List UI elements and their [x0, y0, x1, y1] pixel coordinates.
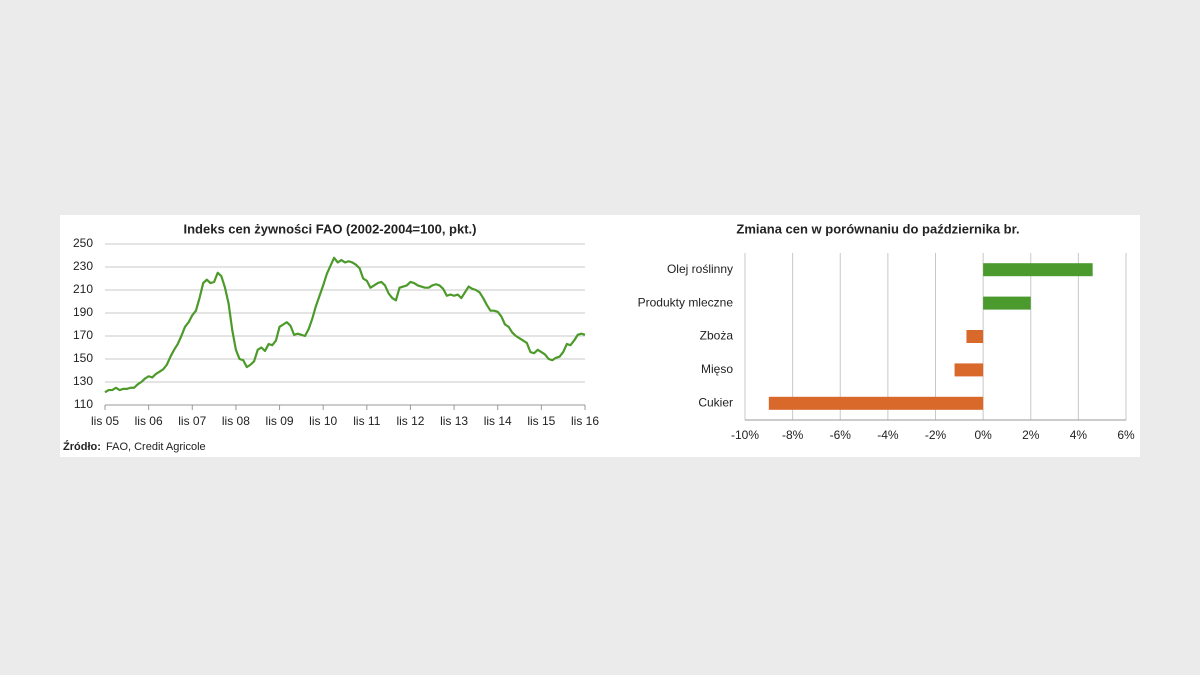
x-tick-label: -2% — [925, 428, 947, 442]
y-tick-label: Olej roślinny — [667, 262, 733, 276]
y-tick-label: 210 — [73, 282, 93, 296]
source-label: Źródło: — [63, 440, 101, 453]
y-tick-label: 250 — [73, 236, 93, 250]
x-tick-label: lis 13 — [440, 414, 468, 428]
bar — [983, 296, 1031, 310]
bar — [966, 330, 984, 343]
x-tick-label: 2% — [1022, 428, 1040, 442]
x-tick-label: lis 15 — [527, 414, 555, 428]
y-tick-label: 130 — [73, 374, 93, 388]
bar — [983, 263, 1093, 277]
y-tick-label: Zboża — [700, 329, 734, 343]
x-tick-label: 4% — [1070, 428, 1088, 442]
x-tick-label: lis 14 — [484, 414, 512, 428]
x-tick-label: lis 12 — [396, 414, 424, 428]
x-tick-label: -4% — [877, 428, 899, 442]
y-tick-label: 230 — [73, 259, 93, 273]
x-tick-label: -6% — [830, 428, 852, 442]
x-tick-label: lis 10 — [309, 414, 337, 428]
x-tick-label: lis 09 — [266, 414, 294, 428]
x-tick-label: 6% — [1117, 428, 1135, 442]
source: FAO, Credit Agricole — [106, 441, 206, 453]
chart-title: Zmiana cen w porównaniu do października … — [736, 221, 1019, 236]
y-tick-label: 150 — [73, 351, 93, 365]
y-tick-label: Produkty mleczne — [638, 295, 734, 309]
x-tick-label: lis 08 — [222, 414, 250, 428]
x-tick-label: lis 16 — [571, 414, 599, 428]
bar — [768, 396, 984, 410]
y-tick-label: 170 — [73, 328, 93, 342]
x-tick-label: lis 05 — [91, 414, 119, 428]
y-tick-label: 190 — [73, 305, 93, 319]
x-tick-label: -10% — [731, 428, 759, 442]
x-tick-label: lis 06 — [135, 414, 163, 428]
x-tick-label: lis 11 — [353, 414, 380, 428]
x-tick-label: lis 07 — [178, 414, 206, 428]
y-tick-label: 110 — [74, 397, 93, 411]
y-tick-label: Cukier — [698, 395, 733, 409]
x-tick-label: 0% — [974, 428, 992, 442]
line — [104, 256, 586, 394]
bar — [954, 363, 984, 377]
chart-title: Indeks cen żywności FAO (2002-2004=100, … — [184, 221, 477, 236]
y-tick-label: Mięso — [701, 362, 733, 376]
x-tick-label: -8% — [782, 428, 804, 442]
